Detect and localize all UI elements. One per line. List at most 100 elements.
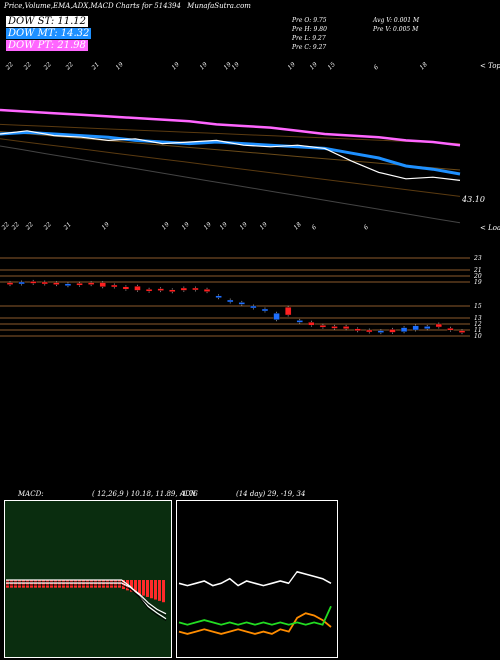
macd-histogram-bar <box>138 580 141 595</box>
chart-title: Price,Volume,EMA,ADX,MACD Charts for 514… <box>4 2 251 10</box>
ema-top-date-label: 22 <box>64 61 75 72</box>
candle-body <box>111 284 118 288</box>
ema-top-date-label: 15 <box>326 61 336 71</box>
candle-body <box>99 282 106 287</box>
candle-body <box>389 329 396 333</box>
ema-bottom-date-label: 19 <box>100 221 110 231</box>
ema-guide-line <box>0 145 461 224</box>
candle-body <box>227 299 234 303</box>
legend-dow-pt: DOW PT: 21.98 <box>6 40 88 51</box>
macd-histogram-bar <box>46 580 49 588</box>
adx-line <box>178 605 332 626</box>
macd-histogram-bar <box>30 580 33 588</box>
macd-histogram-bar <box>54 580 57 588</box>
macd-histogram-bar <box>90 580 93 588</box>
candle-body <box>354 328 361 332</box>
price-level-label: 12 <box>474 321 482 328</box>
adx-line <box>178 570 332 587</box>
candle-body <box>284 307 292 316</box>
candle-body <box>400 327 408 332</box>
macd-histogram-bar <box>78 580 81 588</box>
chart-title-text: Price,Volume,EMA,ADX,MACD Charts for 514… <box>4 2 181 10</box>
ema-guide-line <box>0 138 461 197</box>
ema-guide-line <box>0 123 461 145</box>
candle-body <box>424 326 431 330</box>
macd-histogram-bar <box>154 580 157 600</box>
candle-body <box>180 287 188 291</box>
candle-body <box>41 281 48 285</box>
macd-line-shadow <box>6 581 167 622</box>
macd-histogram-bar <box>18 580 21 588</box>
ema-bottom-date-label: 22 <box>0 221 11 232</box>
pre-close: Pre C: 9.27 <box>292 44 327 51</box>
ema-bottom-date-label: 19 <box>218 221 228 231</box>
avg-volume: Avg V: 0.001 M <box>373 17 420 24</box>
ema-bottom-date-label: 19 <box>160 221 170 231</box>
macd-histogram-bar <box>158 580 161 601</box>
macd-histogram-bar <box>142 580 145 596</box>
ema-guide-line <box>0 131 461 171</box>
ema-top-date-label: 19 <box>286 61 296 71</box>
ema-top-date-label: 19 <box>198 61 208 71</box>
candle-body <box>6 282 14 285</box>
candle-body <box>169 289 176 292</box>
ema-bottom-date-label: 19 <box>180 221 190 231</box>
ema-bottom-date-label: 18 <box>292 221 302 231</box>
ema-bottom-date-label: 6 <box>362 224 370 232</box>
adx-label: ADX <box>180 490 196 498</box>
candle-body <box>458 330 466 333</box>
macd-histogram-bar <box>134 580 137 593</box>
pre-low: Pre L: 9.27 <box>292 35 326 42</box>
ema-bottom-date-label: 22 <box>24 221 35 232</box>
candle-body <box>261 308 269 312</box>
candle-body <box>76 283 83 286</box>
macd-histogram-bar <box>22 580 25 588</box>
ema-bottom-date-label: 19 <box>238 221 248 231</box>
ema-top-date-label: 19 <box>114 61 124 71</box>
ema-top-date-label: 19 <box>222 61 232 71</box>
ema-last-value: 43.10 <box>462 195 485 204</box>
price-level-label: 13 <box>474 315 482 322</box>
ema-top-note: < Topo <box>480 62 500 70</box>
macd-histogram-bar <box>26 580 29 588</box>
candle-body <box>215 295 222 298</box>
candle-body <box>18 281 25 285</box>
adx-line <box>178 612 332 635</box>
macd-panel <box>4 500 172 658</box>
ema-top-date-label: 22 <box>4 61 15 72</box>
macd-histogram-bar <box>58 580 61 588</box>
candle-body <box>342 326 350 330</box>
macd-histogram-bar <box>114 580 117 588</box>
candle-body <box>366 329 373 333</box>
candle-body <box>64 283 72 286</box>
ema-top-date-label: 18 <box>418 61 428 71</box>
macd-histogram-bar <box>70 580 73 588</box>
macd-histogram-bar <box>34 580 37 588</box>
adx-panel <box>176 500 338 658</box>
candle-body <box>308 321 315 326</box>
ema-series-line <box>0 108 461 147</box>
macd-histogram-bar <box>102 580 105 588</box>
ema-top-date-label: 19 <box>170 61 180 71</box>
macd-histogram-bar <box>74 580 77 588</box>
ema-bottom-note: < Loass <box>480 224 500 232</box>
macd-histogram-bar <box>82 580 85 588</box>
macd-line <box>6 579 167 620</box>
price-level-label: 19 <box>474 279 482 286</box>
macd-histogram-bar <box>50 580 53 588</box>
candle-body <box>203 289 211 292</box>
macd-histogram-bar <box>10 580 13 588</box>
price-candles <box>6 279 466 335</box>
macd-params: ( 12,26,9 ) 10.18, 11.89, -1.76 <box>92 490 198 498</box>
candle-body <box>157 288 164 291</box>
macd-histogram-bar <box>118 580 121 588</box>
candle-body <box>319 324 327 328</box>
macd-histogram-bar <box>38 580 41 588</box>
ema-bottom-date-label: 22 <box>42 221 53 232</box>
candle-body <box>122 286 130 290</box>
ema-bottom-date-label: 22 <box>10 221 21 232</box>
